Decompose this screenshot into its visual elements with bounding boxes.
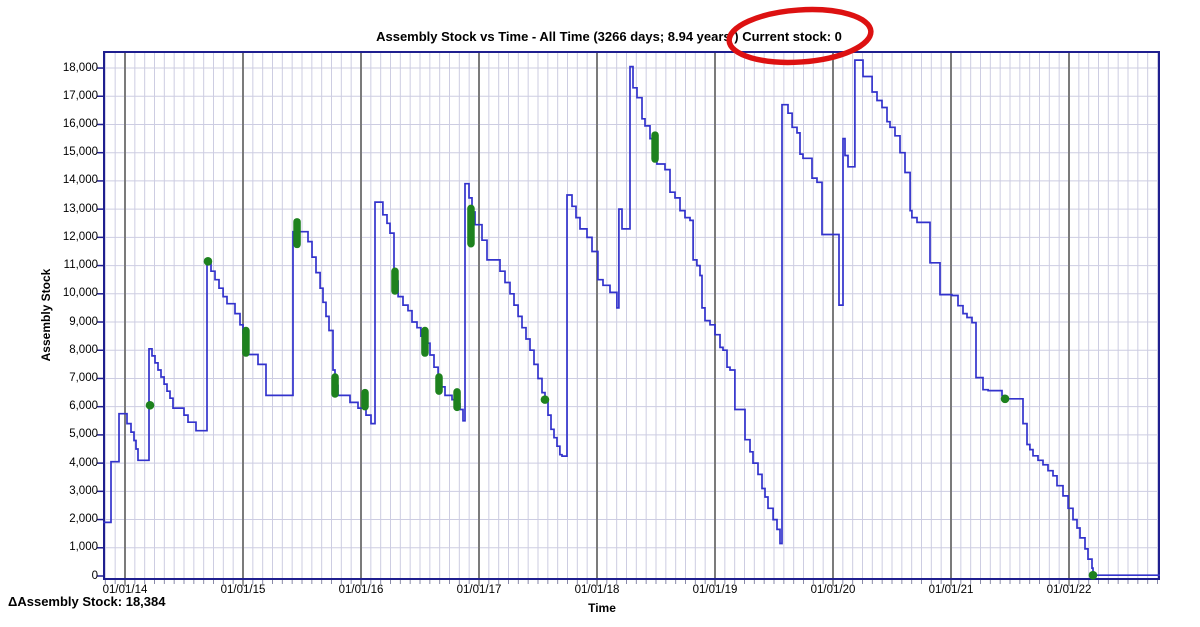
x-tick-label: 01/01/21: [928, 584, 974, 596]
y-tick-label: 12,000: [62, 230, 98, 243]
axis-ticks: [97, 67, 1158, 586]
y-tick-label: 3,000: [69, 484, 98, 497]
highlight-ellipse: [726, 6, 874, 66]
x-axis-title: Time: [588, 601, 616, 615]
y-tick-label: 9,000: [69, 315, 98, 328]
y-tick-label: 18,000: [62, 61, 98, 74]
y-tick-label: 15,000: [62, 146, 98, 159]
event-marker-dot: [1000, 394, 1010, 404]
y-axis-title: Assembly Stock: [39, 268, 53, 362]
gridlines-year: [124, 52, 1070, 579]
event-marker-dot: [540, 395, 550, 404]
x-tick-label: 01/01/19: [692, 584, 738, 596]
y-tick-label: 1,000: [69, 541, 98, 554]
chart-title: Assembly Stock vs Time - All Time (3266 …: [376, 29, 842, 44]
y-tick-label: 5,000: [69, 428, 98, 441]
y-tick-label: 8,000: [69, 343, 98, 356]
x-tick-label: 01/01/17: [456, 584, 502, 596]
event-marker-dot: [145, 400, 155, 410]
y-tick-label: 14,000: [62, 174, 98, 187]
y-tick-label: 0: [91, 569, 98, 582]
y-tick-label: 2,000: [69, 513, 98, 526]
production-event-markers: [145, 131, 1098, 580]
y-tick-label: 11,000: [63, 259, 98, 272]
y-tick-label: 13,000: [62, 202, 98, 215]
x-tick-label: 01/01/22: [1046, 584, 1092, 596]
y-tick-label: 17,000: [62, 89, 98, 102]
y-tick-label: 4,000: [69, 456, 98, 469]
x-tick-label: 01/01/16: [338, 584, 384, 596]
y-tick-label: 16,000: [62, 117, 98, 130]
x-tick-label: 01/01/20: [810, 584, 856, 596]
y-tick-label: 10,000: [62, 287, 98, 300]
event-marker-dot: [1088, 570, 1098, 580]
y-tick-label: 7,000: [69, 371, 98, 384]
x-tick-label: 01/01/15: [220, 584, 266, 596]
x-tick-label: 01/01/14: [102, 584, 148, 596]
gridlines-minor: [104, 52, 1159, 579]
y-tick-label: 6,000: [69, 400, 98, 413]
event-marker-dot: [203, 257, 213, 266]
plot-border: [103, 51, 1160, 580]
stock-step-line: [103, 59, 1160, 577]
delta-stock-readout: ΔAssembly Stock: 18,384: [8, 594, 166, 609]
x-tick-label: 01/01/18: [574, 584, 620, 596]
